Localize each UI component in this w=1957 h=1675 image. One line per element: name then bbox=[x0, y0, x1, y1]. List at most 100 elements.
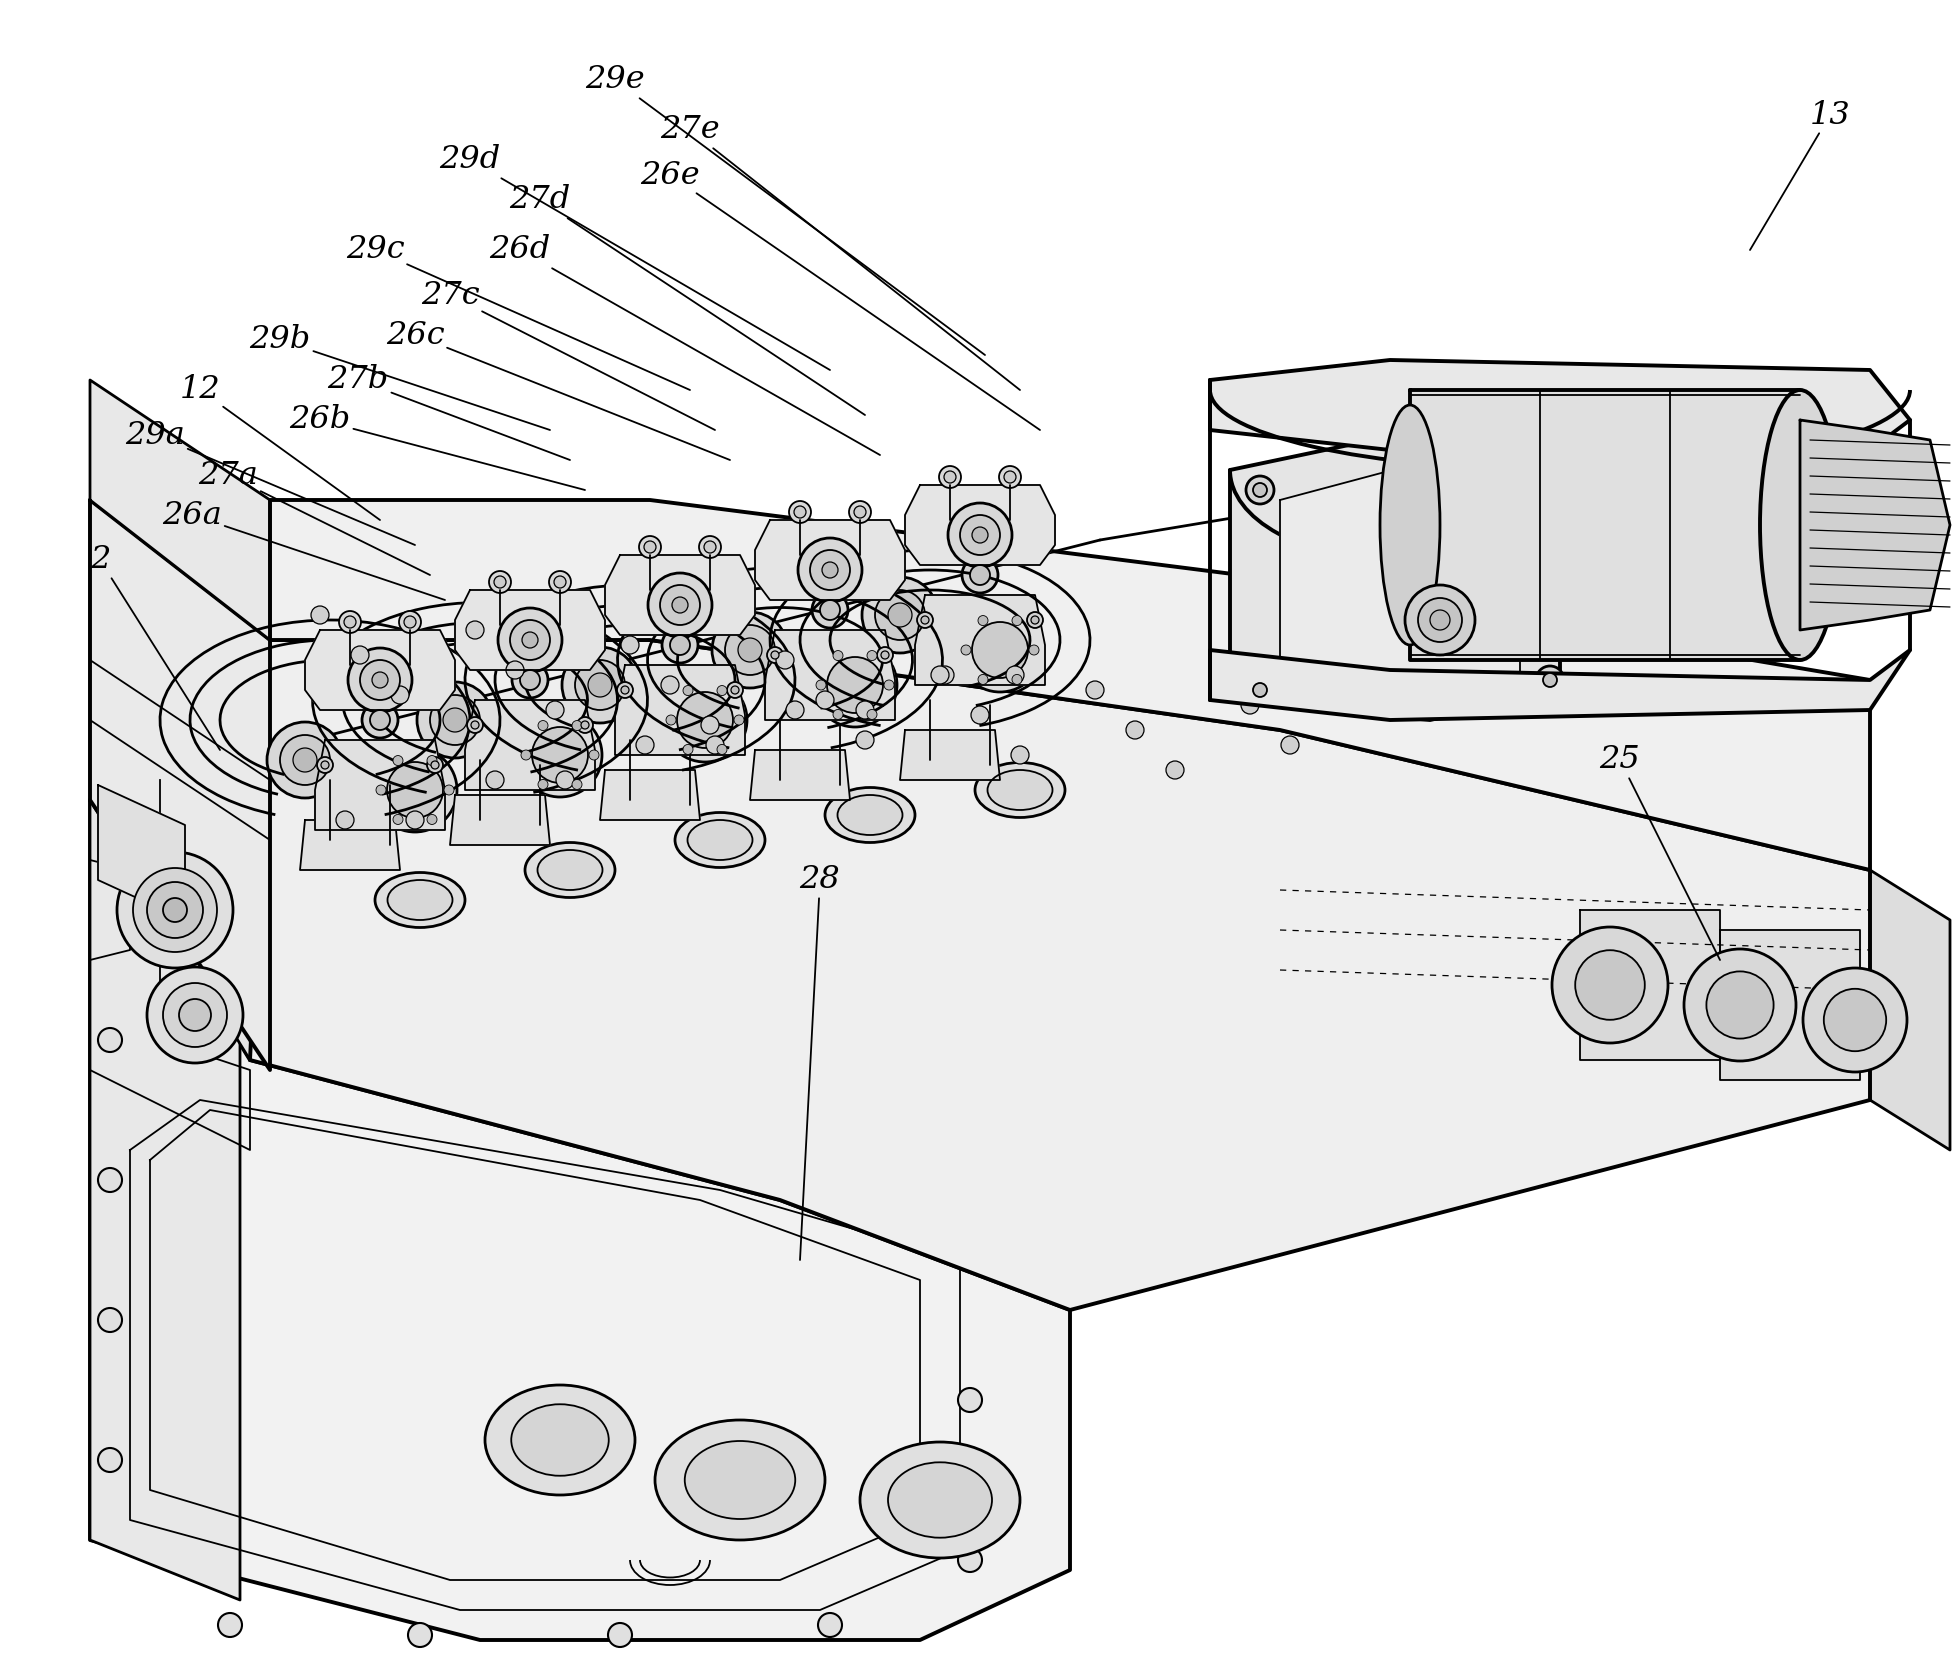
Circle shape bbox=[961, 645, 971, 655]
Text: 26e: 26e bbox=[640, 159, 1039, 430]
Circle shape bbox=[466, 621, 483, 638]
Text: 25: 25 bbox=[1599, 744, 1718, 960]
Circle shape bbox=[266, 722, 342, 797]
Circle shape bbox=[1252, 482, 1266, 497]
Circle shape bbox=[532, 727, 587, 782]
Circle shape bbox=[818, 1613, 842, 1636]
Circle shape bbox=[861, 576, 937, 653]
Circle shape bbox=[1542, 673, 1556, 687]
Circle shape bbox=[771, 652, 779, 658]
Ellipse shape bbox=[387, 879, 452, 920]
Circle shape bbox=[812, 591, 847, 628]
Circle shape bbox=[977, 675, 988, 685]
Circle shape bbox=[505, 662, 524, 678]
Text: 29a: 29a bbox=[125, 419, 415, 544]
Circle shape bbox=[877, 647, 892, 663]
Circle shape bbox=[362, 702, 397, 739]
Circle shape bbox=[785, 702, 804, 719]
Circle shape bbox=[1031, 616, 1039, 625]
Circle shape bbox=[706, 735, 724, 754]
Circle shape bbox=[1552, 926, 1667, 1044]
Circle shape bbox=[162, 983, 227, 1047]
Polygon shape bbox=[305, 630, 454, 710]
Circle shape bbox=[1252, 683, 1266, 697]
Circle shape bbox=[661, 677, 679, 693]
Circle shape bbox=[730, 687, 738, 693]
Polygon shape bbox=[90, 501, 270, 1060]
Ellipse shape bbox=[824, 787, 914, 843]
Circle shape bbox=[376, 786, 386, 796]
Circle shape bbox=[538, 720, 548, 730]
Polygon shape bbox=[755, 519, 904, 600]
Polygon shape bbox=[599, 770, 701, 821]
Text: 29c: 29c bbox=[346, 235, 689, 390]
Polygon shape bbox=[270, 501, 1869, 869]
Circle shape bbox=[947, 502, 1012, 568]
Circle shape bbox=[1405, 585, 1474, 655]
Circle shape bbox=[683, 685, 693, 695]
Circle shape bbox=[795, 506, 806, 518]
Circle shape bbox=[1027, 611, 1043, 628]
Circle shape bbox=[665, 715, 675, 725]
Polygon shape bbox=[750, 750, 849, 801]
Circle shape bbox=[427, 814, 436, 824]
Circle shape bbox=[521, 750, 530, 760]
Polygon shape bbox=[1798, 420, 1949, 630]
Text: 26a: 26a bbox=[162, 499, 444, 600]
Polygon shape bbox=[1869, 869, 1949, 1151]
Circle shape bbox=[738, 638, 761, 662]
Circle shape bbox=[853, 506, 865, 518]
Circle shape bbox=[98, 1028, 121, 1052]
Circle shape bbox=[661, 626, 697, 663]
Circle shape bbox=[1280, 735, 1297, 754]
Circle shape bbox=[374, 749, 456, 832]
Circle shape bbox=[399, 611, 421, 633]
Circle shape bbox=[767, 647, 783, 663]
Circle shape bbox=[849, 501, 871, 523]
Text: 27d: 27d bbox=[509, 184, 865, 415]
Circle shape bbox=[217, 1613, 243, 1636]
Circle shape bbox=[294, 749, 317, 772]
Circle shape bbox=[867, 650, 877, 660]
Polygon shape bbox=[454, 590, 605, 670]
Ellipse shape bbox=[538, 849, 603, 889]
Circle shape bbox=[538, 779, 548, 789]
Polygon shape bbox=[315, 740, 444, 831]
Circle shape bbox=[939, 466, 961, 487]
Circle shape bbox=[407, 1623, 432, 1647]
Circle shape bbox=[620, 687, 628, 693]
Circle shape bbox=[1534, 667, 1564, 693]
Circle shape bbox=[998, 466, 1020, 487]
Circle shape bbox=[493, 576, 505, 588]
Circle shape bbox=[855, 730, 873, 749]
Circle shape bbox=[1012, 615, 1022, 625]
Polygon shape bbox=[1409, 390, 1798, 660]
Circle shape bbox=[393, 755, 403, 765]
Circle shape bbox=[881, 652, 888, 658]
Ellipse shape bbox=[1380, 405, 1438, 645]
Circle shape bbox=[571, 720, 581, 730]
Circle shape bbox=[280, 735, 331, 786]
Circle shape bbox=[971, 705, 988, 724]
Circle shape bbox=[832, 710, 843, 720]
Circle shape bbox=[468, 717, 483, 734]
Circle shape bbox=[472, 720, 479, 729]
Circle shape bbox=[726, 682, 742, 698]
Circle shape bbox=[971, 528, 988, 543]
Circle shape bbox=[589, 750, 599, 760]
Circle shape bbox=[648, 573, 712, 636]
Circle shape bbox=[1166, 760, 1184, 779]
Circle shape bbox=[810, 549, 849, 590]
Circle shape bbox=[734, 715, 744, 725]
Circle shape bbox=[556, 770, 573, 789]
Text: 13: 13 bbox=[1750, 99, 1849, 250]
Circle shape bbox=[812, 643, 896, 727]
Circle shape bbox=[427, 755, 436, 765]
Circle shape bbox=[548, 571, 571, 593]
Circle shape bbox=[431, 760, 438, 769]
Circle shape bbox=[350, 647, 368, 663]
Circle shape bbox=[575, 660, 624, 710]
Ellipse shape bbox=[687, 821, 751, 859]
Ellipse shape bbox=[975, 762, 1065, 817]
Circle shape bbox=[489, 571, 511, 593]
